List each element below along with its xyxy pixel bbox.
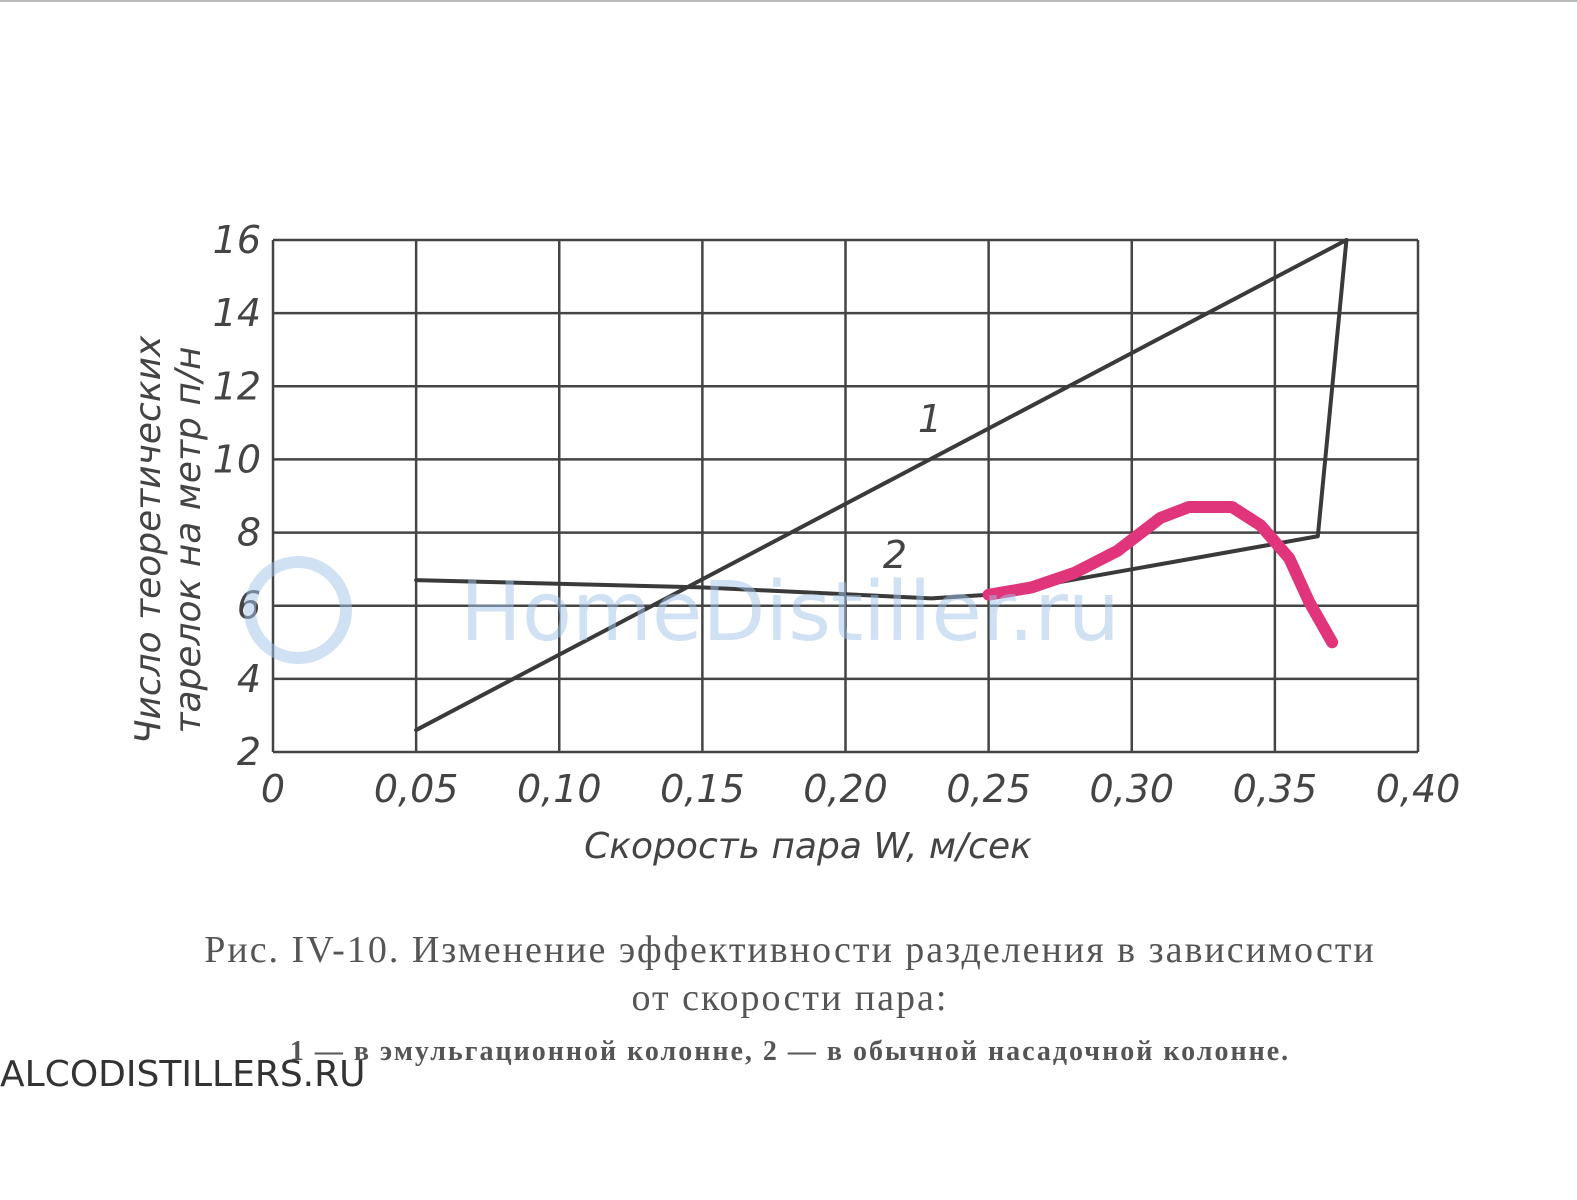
x-tick-label: 0,05 — [374, 767, 459, 811]
x-tick-label: 0,35 — [1233, 767, 1318, 811]
caption: 1 — в эмульгационной колонне, 2 — в обыч… — [290, 1036, 1290, 1067]
watermark: ALCODISTILLERS.RU — [0, 1054, 365, 1095]
x-axis-label: Скорость пара W, м/сек — [584, 826, 1032, 867]
series-line — [414, 238, 1349, 733]
x-tick-label: 0,30 — [1089, 767, 1174, 811]
series-line — [982, 500, 1339, 649]
y-axis-label: Число теоретических — [128, 335, 169, 744]
watermark: HomeDistiller.ru — [460, 565, 1120, 660]
y-tick-label: 12 — [213, 364, 261, 408]
x-tick-label: 0,40 — [1376, 767, 1461, 811]
y-tick-label: 10 — [213, 437, 261, 481]
caption: от скорости пара: — [632, 977, 949, 1019]
y-tick-label: 14 — [213, 291, 261, 335]
y-tick-label: 8 — [237, 511, 261, 555]
x-tick-label: 0,25 — [946, 767, 1031, 811]
x-tick-label: 0,15 — [660, 767, 745, 811]
x-tick-label: 0 — [261, 767, 285, 811]
y-tick-label: 16 — [213, 218, 261, 262]
y-axis-label: тарелок на метр п/н — [168, 346, 209, 733]
series-label: 1 — [918, 397, 942, 441]
x-tick-label: 0,20 — [803, 767, 888, 811]
series-line — [414, 238, 1349, 601]
plot-area: 0 0,05 0,10 0,15 0,20 0,25 0,30 0,35 0,402468101… — [213, 218, 1461, 811]
caption: Рис. IV-10. Изменение эффективности разд… — [204, 929, 1376, 971]
x-tick-label: 0,10 — [517, 767, 602, 811]
series-label: 2 — [883, 533, 907, 577]
watermark-icon — [244, 556, 352, 664]
y-tick-label: 4 — [237, 657, 261, 701]
y-tick-label: 2 — [237, 730, 261, 774]
